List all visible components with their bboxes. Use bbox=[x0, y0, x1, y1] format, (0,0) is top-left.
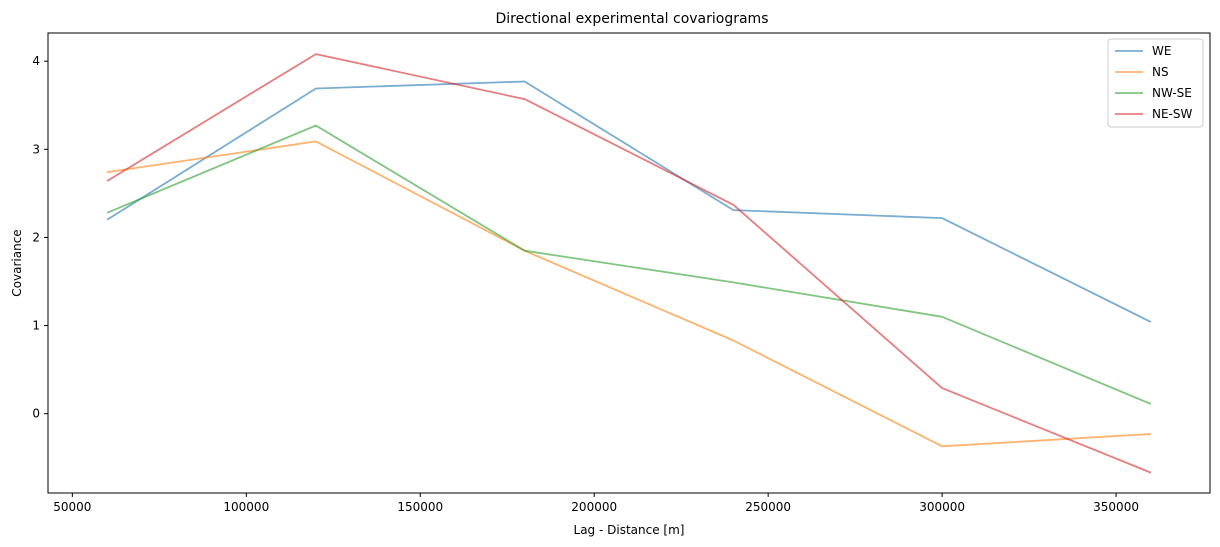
series-line-we bbox=[106, 80, 1152, 323]
series-line-nw-se bbox=[106, 124, 1152, 405]
x-tick-label: 50000 bbox=[53, 500, 91, 514]
x-tick-label: 350000 bbox=[1093, 500, 1139, 514]
x-tick-label: 250000 bbox=[745, 500, 791, 514]
legend-label-nw-se: NW-SE bbox=[1152, 86, 1192, 100]
legend-label-ne-sw: NE-SW bbox=[1152, 107, 1193, 121]
series-line-ns bbox=[106, 140, 1151, 448]
x-tick-label: 150000 bbox=[397, 500, 443, 514]
y-axis: 0 1 2 3 4 bbox=[32, 54, 48, 421]
plot-lines bbox=[106, 53, 1152, 474]
y-tick-label: 1 bbox=[32, 319, 40, 333]
x-tick-label: 100000 bbox=[223, 500, 269, 514]
legend-label-we: WE bbox=[1152, 44, 1171, 58]
y-tick-label: 4 bbox=[32, 54, 40, 68]
chart-title: Directional experimental covariograms bbox=[496, 11, 769, 27]
legend: WE NS NW-SE NE-SW bbox=[1107, 38, 1204, 128]
series-line-ne-sw bbox=[106, 53, 1152, 474]
x-axis: 50000 100000 150000 200000 250000 300000 35000… bbox=[53, 493, 1139, 514]
y-tick-label: 3 bbox=[32, 142, 40, 156]
y-tick-label: 0 bbox=[32, 407, 40, 421]
legend-frame bbox=[1107, 38, 1204, 128]
plot-frame bbox=[47, 32, 1211, 494]
y-tick-label: 2 bbox=[32, 230, 40, 244]
x-tick-label: 200000 bbox=[571, 500, 617, 514]
x-axis-label: Lag - Distance [m] bbox=[574, 523, 685, 537]
y-axis-label: Covariance bbox=[10, 229, 24, 296]
x-tick-label: 300000 bbox=[919, 500, 965, 514]
legend-label-ns: NS bbox=[1152, 65, 1169, 79]
